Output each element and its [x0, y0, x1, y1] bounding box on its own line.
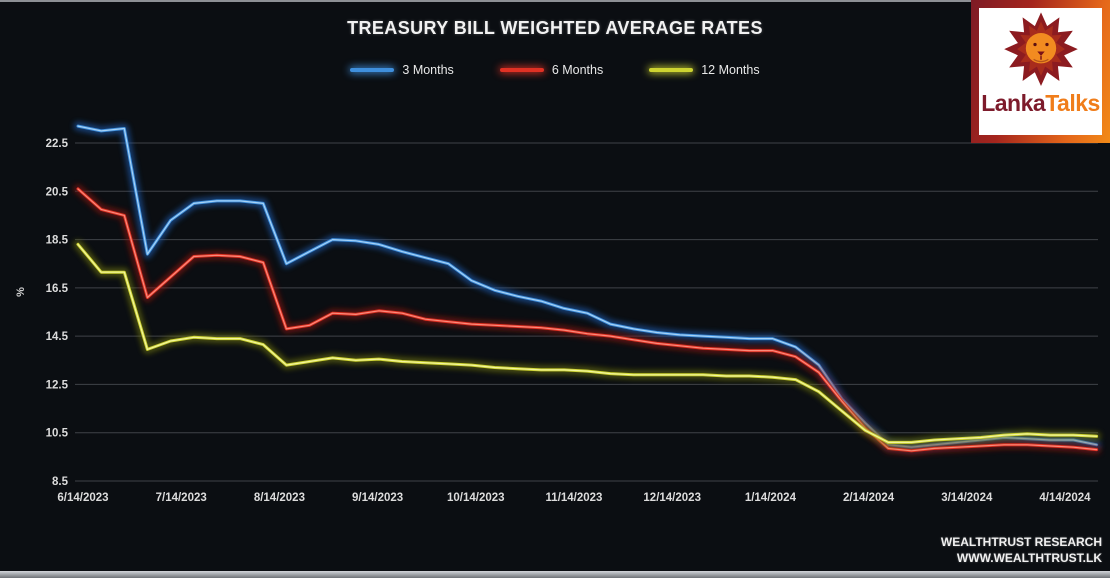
series-highlight-3-months: [77, 125, 1098, 448]
legend-item-3-months: 3 Months: [350, 63, 454, 77]
series-line-3-months: [76, 124, 1099, 449]
bottom-border-strip: [0, 571, 1110, 578]
x-tick-label: 3/14/2024: [941, 492, 993, 504]
x-tick-label: 2/14/2024: [843, 492, 895, 504]
legend-swatch-3-months: [350, 68, 395, 72]
x-tick-label: 10/14/2023: [447, 492, 505, 504]
y-tick-label: 10.5: [46, 428, 69, 440]
chart-legend: 3 Months 6 Months 12 Months: [0, 63, 1110, 77]
legend-swatch-6-months: [499, 68, 544, 72]
series-line-12-months: [76, 242, 1099, 444]
lankatalks-logo: LankaTalks: [971, 0, 1110, 143]
legend-label-12-months: 12 Months: [701, 63, 760, 77]
legend-label-6-months: 6 Months: [551, 63, 604, 77]
y-tick-label: 22.5: [46, 138, 69, 150]
y-tick-label: 8.5: [52, 476, 69, 488]
lankatalks-logo-inner: LankaTalks: [979, 8, 1102, 135]
logo-text-talks: Talks: [1045, 90, 1100, 116]
series-glow-12-months: [73, 239, 1102, 447]
y-tick-label: 12.5: [46, 379, 69, 391]
x-tick-label: 1/14/2024: [745, 492, 797, 504]
legend-label-3-months: 3 Months: [402, 63, 454, 77]
y-tick-label: 18.5: [46, 235, 69, 247]
logo-text-lanka: Lanka: [981, 90, 1046, 116]
x-tick-label: 6/14/2023: [57, 492, 108, 504]
y-tick-label: 16.5: [46, 283, 69, 295]
legend-item-12-months: 12 Months: [649, 63, 760, 77]
chart-title: TREASURY BILL WEIGHTED AVERAGE RATES: [347, 18, 763, 38]
lion-icon: [1003, 12, 1078, 86]
series-line-6-months: [76, 187, 1099, 453]
y-tick-label: 20.5: [46, 186, 69, 198]
x-tick-label: 7/14/2023: [156, 492, 207, 504]
x-tick-label: 12/14/2023: [643, 492, 701, 504]
logo-wordmark: LankaTalks: [981, 92, 1100, 115]
series-highlight-12-months: [77, 243, 1098, 443]
footer-research-line: WEALTHTRUST RESEARCH: [940, 535, 1102, 549]
x-tick-label: 11/14/2023: [546, 492, 603, 504]
y-tick-label: 14.5: [46, 331, 69, 343]
x-tick-label: 4/14/2024: [1039, 492, 1091, 504]
x-tick-label: 9/14/2023: [352, 492, 403, 504]
series-glow-6-months: [73, 184, 1102, 456]
footer-credit: WEALTHTRUST RESEARCH WWW.WEALTHTRUST.LK: [941, 534, 1102, 566]
footer-website-line: WWW.WEALTHTRUST.LK: [956, 551, 1102, 565]
legend-swatch-12-months: [649, 68, 694, 72]
x-tick-label: 8/14/2023: [254, 492, 305, 504]
series-glow-3-months: [73, 121, 1102, 452]
y-axis-label: %: [15, 287, 27, 297]
top-border-line: [0, 0, 1110, 2]
legend-item-6-months: 6 Months: [499, 63, 604, 77]
series-highlight-6-months: [77, 188, 1098, 452]
